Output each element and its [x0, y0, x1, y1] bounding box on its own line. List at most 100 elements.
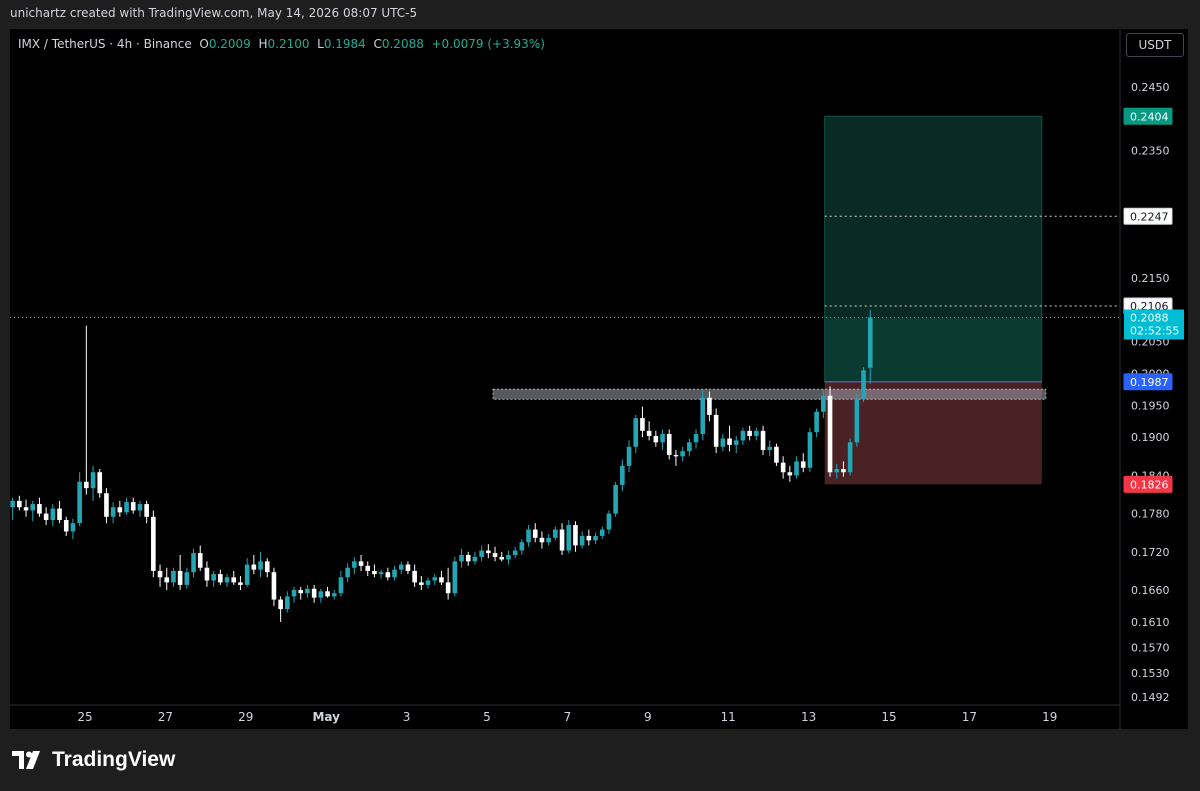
candle-body	[727, 438, 732, 445]
mid-target-price-label: 0.2247	[1130, 210, 1169, 223]
price-labels: 0.24040.22470.21060.208802:52:550.19870.…	[1123, 107, 1184, 493]
candle-body	[526, 529, 531, 543]
candle-body	[700, 397, 706, 435]
candle-body	[720, 438, 726, 447]
open-value: 0.2009	[208, 37, 251, 51]
candle-body	[244, 564, 250, 585]
candle-body	[445, 582, 451, 594]
candle-body	[452, 561, 458, 594]
candle-body	[37, 504, 42, 514]
price-tick-label: 0.1720	[1131, 546, 1170, 559]
countdown-label: 02:52:55	[1130, 325, 1179, 338]
chart-credit: unichartz created with TradingView.com, …	[10, 6, 418, 20]
mid-target-price-label-bg	[1123, 207, 1173, 225]
candle-body	[184, 572, 190, 585]
candle-body	[412, 570, 417, 583]
candle-body	[204, 567, 210, 581]
candle-body	[673, 455, 679, 457]
candle-body	[693, 434, 699, 443]
currency-button[interactable]: USDT	[1126, 33, 1184, 57]
candle-body	[378, 572, 384, 575]
candle-body	[499, 556, 505, 560]
candle-body	[352, 561, 357, 568]
candle-body	[258, 561, 263, 570]
candle-body	[780, 462, 786, 473]
candle-body	[117, 507, 123, 513]
candle-body	[586, 535, 592, 541]
candle-body	[311, 588, 317, 598]
candle-body	[177, 570, 183, 585]
candle-body	[305, 588, 310, 594]
candle-body	[419, 582, 424, 585]
candle-body	[606, 513, 612, 530]
candle-body	[573, 525, 578, 546]
candle-body	[157, 570, 163, 578]
candle-body	[372, 570, 377, 575]
candle-body	[197, 553, 203, 568]
candle-body	[97, 472, 103, 494]
candles	[10, 309, 873, 622]
candle-body	[479, 550, 484, 557]
candle-body	[847, 442, 853, 473]
time-tick-label: May	[312, 710, 340, 724]
candle-body	[50, 508, 56, 520]
time-tick-label: 7	[564, 710, 572, 724]
candle-body	[841, 469, 846, 473]
price-tick-label: 0.2350	[1131, 145, 1170, 158]
time-tick-label: 5	[483, 710, 491, 724]
candle-body	[653, 435, 659, 443]
candle-body	[171, 570, 176, 583]
price-tick-label: 0.1660	[1131, 584, 1170, 597]
stop-price-label-bg	[1123, 475, 1173, 493]
candle-body	[666, 434, 672, 456]
candle-body	[365, 565, 371, 571]
candle-body	[492, 553, 498, 557]
candle-body	[17, 500, 22, 508]
candle-body	[787, 472, 793, 476]
last-price-label-bg	[1124, 309, 1184, 340]
candle-body	[774, 446, 779, 463]
change-value: +0.0079 (+3.93%)	[431, 37, 545, 51]
candle-body	[861, 370, 866, 400]
tradingview-logo[interactable]: TradingView	[12, 748, 175, 772]
candle-body	[63, 519, 69, 532]
candle-body	[238, 582, 243, 585]
entry-price-label: 0.1987	[1130, 376, 1169, 389]
price-tick-label: 0.1610	[1131, 616, 1170, 629]
price-tick-label: 0.1530	[1131, 667, 1170, 680]
target-zone-upper	[824, 116, 1042, 318]
candle-body	[821, 395, 826, 412]
candle-body	[733, 440, 739, 445]
candle-body	[398, 564, 404, 570]
time-tick-label: 25	[77, 710, 92, 724]
candle-body	[439, 577, 444, 583]
candle-body	[626, 446, 632, 466]
candle-body	[814, 411, 819, 433]
low-label: L	[317, 37, 324, 51]
price-tick-label: 0.2150	[1131, 272, 1170, 285]
candle-body	[599, 529, 605, 536]
candle-body	[760, 430, 766, 450]
candle-body	[807, 432, 813, 468]
target-price-label-bg	[1123, 107, 1173, 125]
candle-body	[834, 469, 840, 473]
candle-body	[104, 493, 109, 517]
candle-body	[318, 591, 324, 598]
candle-body	[392, 569, 397, 578]
candle-body	[754, 430, 759, 436]
candle-body	[405, 564, 411, 571]
candle-body	[30, 504, 36, 511]
candle-body	[827, 395, 833, 473]
symbol-legend: IMX / TetherUS · 4h · Binance O0.2009 H0…	[18, 37, 545, 51]
candle-body	[633, 418, 639, 447]
candle-body	[144, 504, 149, 517]
price-tick-label: 0.2450	[1131, 81, 1170, 94]
candle-body	[532, 529, 538, 538]
candle-body	[465, 555, 471, 562]
time-tick-label: 9	[644, 710, 652, 724]
position-zones	[492, 115, 1047, 485]
price-level-lines	[10, 215, 1120, 319]
candle-body	[137, 504, 143, 511]
candle-body	[512, 550, 518, 556]
